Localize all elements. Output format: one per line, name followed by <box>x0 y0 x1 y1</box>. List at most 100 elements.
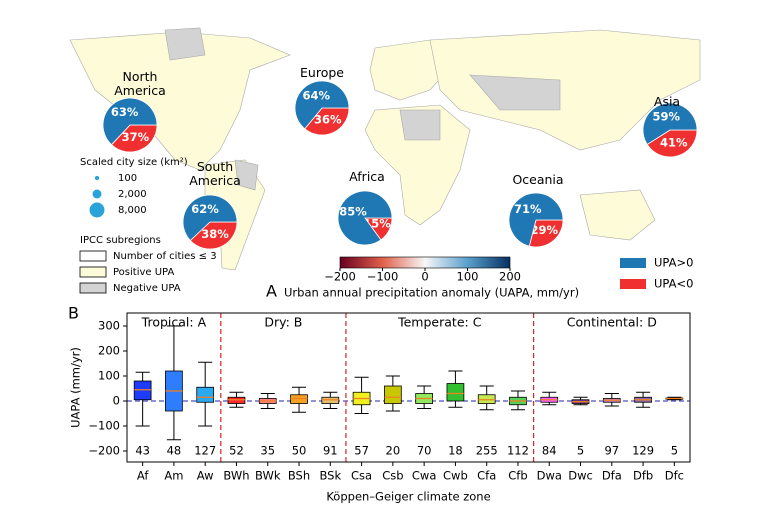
pie-label: 29% <box>531 223 559 237</box>
pie-label: 36% <box>314 113 342 127</box>
pie-label: 59% <box>652 110 680 124</box>
count-label: 91 <box>323 444 338 458</box>
colorbar-tick-label: 200 <box>499 270 521 284</box>
size-legend-label: 100 <box>118 173 137 184</box>
pie-label: 85% <box>339 204 367 218</box>
subregion-swatch <box>79 266 107 278</box>
x-tick-label: Cfb <box>508 469 527 483</box>
pie-label: 62% <box>191 202 219 216</box>
x-tick-label: Dfb <box>633 469 653 483</box>
x-tick-label: BSk <box>319 469 341 483</box>
count-label: 48 <box>167 444 182 458</box>
colorbar-tick-label: 0 <box>421 270 428 284</box>
panel-label: B <box>68 304 79 323</box>
x-tick-label: Dwc <box>568 469 593 483</box>
y-tick-label: −100 <box>88 419 120 433</box>
pie-slice <box>642 102 698 146</box>
subregion-label: Number of cities ≤ 3 <box>113 251 217 262</box>
x-tick-label: Dwa <box>537 469 562 483</box>
x-tick-label: Cfa <box>477 469 496 483</box>
box <box>290 394 308 404</box>
count-label: 70 <box>417 444 432 458</box>
count-label: 43 <box>135 444 150 458</box>
pie-label: 37% <box>122 130 150 144</box>
region-label: South America <box>189 159 241 188</box>
count-label: 84 <box>542 444 557 458</box>
pie-label: 64% <box>302 88 330 102</box>
subregion-label: Positive UPA <box>113 267 174 278</box>
region-label: Europe <box>300 65 344 80</box>
count-label: 5 <box>577 444 584 458</box>
x-tick-label: Dfa <box>602 469 622 483</box>
group-label: Tropical: A <box>141 315 207 330</box>
count-label: 35 <box>260 444 275 458</box>
pie-slice <box>102 97 158 146</box>
count-label: 129 <box>632 444 654 458</box>
box <box>196 386 215 403</box>
count-label: 127 <box>194 444 216 458</box>
colorbar-tick-label: −200 <box>324 270 356 284</box>
colorbar-tick-label: 100 <box>457 270 479 284</box>
y-tick-label: 300 <box>98 319 120 333</box>
count-label: 112 <box>507 444 529 458</box>
x-tick-label: Am <box>164 469 183 483</box>
count-label: 255 <box>476 444 498 458</box>
x-tick-label: BWk <box>255 469 281 483</box>
x-tick-label: Af <box>137 469 149 483</box>
box <box>446 383 465 402</box>
subregion-label: Negative UPA <box>113 283 181 294</box>
pie-slice <box>508 192 564 247</box>
size-legend-marker <box>94 175 100 181</box>
count-label: 52 <box>229 444 244 458</box>
size-legend-title: Scaled city size (km²) <box>80 157 188 168</box>
group-label: Temperate: C <box>397 315 482 330</box>
pie-slice <box>304 107 350 136</box>
box <box>227 396 246 404</box>
size-legend-marker <box>89 202 105 218</box>
x-tick-label: Cwa <box>412 469 436 483</box>
legend-swatch <box>620 258 646 268</box>
box <box>477 394 496 404</box>
x-tick-label: Cwb <box>443 469 468 483</box>
size-legend-marker <box>92 189 102 199</box>
pie-label: 71% <box>514 202 542 216</box>
pie-label: 63% <box>111 105 139 119</box>
region-label: Africa <box>349 169 385 184</box>
box <box>133 380 152 401</box>
count-label: 57 <box>354 444 369 458</box>
pie-slice <box>294 80 350 130</box>
plot-frame <box>126 312 691 463</box>
legend-label: UPA>0 <box>654 256 693 270</box>
subregion-legend-title: IPCC subregions <box>80 235 161 246</box>
colorbar-tick-label: −100 <box>367 270 399 284</box>
y-tick-label: 100 <box>98 369 120 383</box>
region-label: Oceania <box>512 172 564 187</box>
y-axis-label: UAPA (mm/yr) <box>69 347 83 428</box>
group-label: Dry: B <box>264 315 302 330</box>
subregion-swatch <box>79 282 107 294</box>
world-map <box>69 27 701 271</box>
x-tick-label: Csb <box>382 469 403 483</box>
count-label: 20 <box>386 444 401 458</box>
count-label: 97 <box>604 444 619 458</box>
legend-label: UPA<0 <box>654 277 693 291</box>
colorbar-label: Urban annual precipitation anomaly (UAPA… <box>284 286 579 300</box>
box <box>321 396 340 404</box>
count-label: 5 <box>671 444 678 458</box>
pie-label: 41% <box>660 135 688 149</box>
box <box>384 385 402 404</box>
pie-slice <box>189 221 238 250</box>
size-legend-label: 2,000 <box>118 189 147 200</box>
pie-slice <box>182 194 238 242</box>
y-tick-label: 0 <box>113 394 120 408</box>
pie-label: 38% <box>201 227 229 241</box>
pie-slice <box>528 219 564 248</box>
subregion-swatch <box>79 250 107 262</box>
pie-slice <box>337 190 393 246</box>
x-tick-label: Dfc <box>665 469 684 483</box>
count-label: 18 <box>448 444 463 458</box>
colorbar <box>339 256 511 269</box>
y-tick-label: −200 <box>88 444 120 458</box>
x-tick-label: Aw <box>197 469 214 483</box>
